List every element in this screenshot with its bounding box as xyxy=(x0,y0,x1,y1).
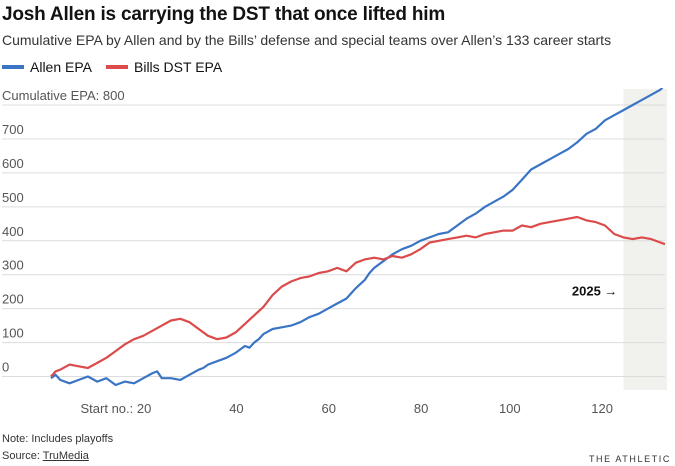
legend-swatch-dst xyxy=(106,65,128,69)
y-tick-label: 200 xyxy=(2,292,24,307)
source-link[interactable]: TruMedia xyxy=(42,450,89,462)
y-tick-label: 700 xyxy=(2,122,24,137)
annotation-2025: 2025 → xyxy=(572,284,618,299)
x-tick-label: 100 xyxy=(499,401,521,416)
series-line-dst xyxy=(50,215,666,378)
x-tick-label: 120 xyxy=(591,401,613,416)
x-tick-label: 80 xyxy=(414,401,428,416)
y-tick-label: 500 xyxy=(2,190,24,205)
y-tick-label: 0 xyxy=(2,360,9,375)
x-tick-label: 60 xyxy=(322,401,336,416)
legend-item-dst: Bills DST EPA xyxy=(106,59,222,75)
y-tick-label: 100 xyxy=(2,326,24,341)
legend-swatch-allen xyxy=(2,65,24,69)
y-tick-label: 600 xyxy=(2,156,24,171)
source-label: Source: xyxy=(2,450,43,462)
line-chart: Cumulative EPA: 800700600500400300200100… xyxy=(2,88,667,416)
y-tick-label: Cumulative EPA: 800 xyxy=(2,88,125,103)
legend-label-dst: Bills DST EPA xyxy=(134,59,223,75)
legend-label-allen: Allen EPA xyxy=(30,59,92,75)
series-line-allen xyxy=(50,88,664,387)
chart-title: Josh Allen is carrying the DST that once… xyxy=(2,4,446,25)
footnote: Note: Includes playoffs xyxy=(2,433,114,445)
y-tick-label: 400 xyxy=(2,224,24,239)
chart-legend: Allen EPA Bills DST EPA xyxy=(2,59,236,75)
legend-item-allen: Allen EPA xyxy=(2,59,92,75)
x-tick-label: Start no.: 20 xyxy=(81,401,152,416)
x-tick-label: 40 xyxy=(229,401,243,416)
chart-subtitle: Cumulative EPA by Allen and by the Bills… xyxy=(2,32,612,48)
y-tick-label: 300 xyxy=(2,258,24,273)
source-line: Source: TruMedia xyxy=(2,450,89,462)
brand-logo: THE ATHLETIC xyxy=(588,454,671,464)
